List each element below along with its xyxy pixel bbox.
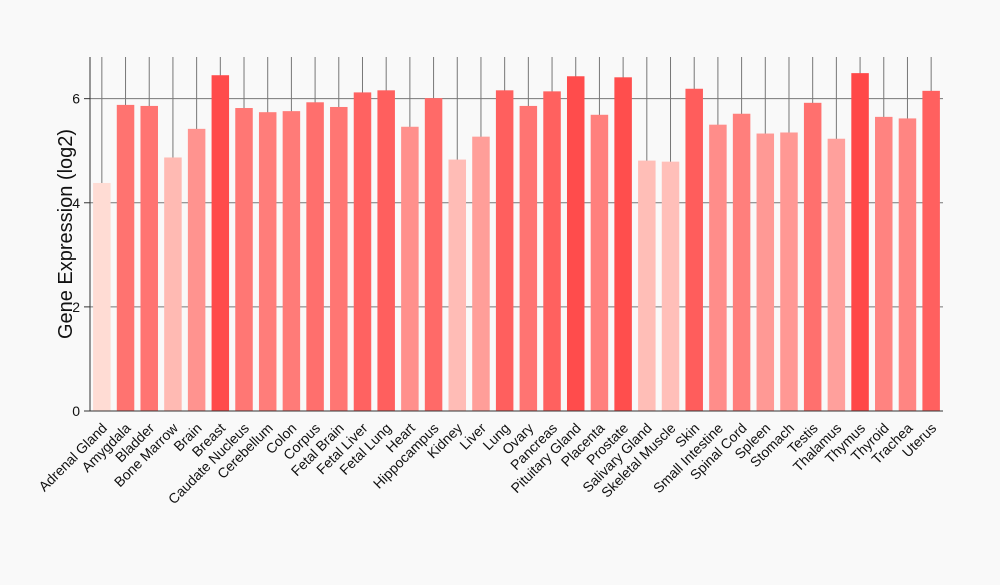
- bar: [614, 77, 632, 411]
- bar: [187, 128, 206, 411]
- bar: [638, 160, 656, 411]
- y-tick-label: 0: [72, 403, 80, 419]
- bar-layer: [93, 73, 940, 412]
- bar: [377, 90, 395, 411]
- y-tick-label: 4: [72, 195, 80, 211]
- bar: [543, 91, 561, 411]
- bar: [803, 102, 822, 411]
- bar: [732, 113, 751, 412]
- bar: [661, 161, 680, 411]
- axis-layer: [89, 57, 943, 412]
- bar: [780, 132, 798, 411]
- bar: [827, 138, 846, 411]
- bar: [424, 98, 443, 412]
- y-tick-label: 2: [72, 299, 80, 315]
- bar: [898, 118, 917, 411]
- bar: [495, 90, 514, 411]
- bar: [282, 111, 301, 411]
- bar: [258, 112, 277, 412]
- bar: [685, 88, 703, 411]
- bar: [851, 73, 869, 411]
- bar: [472, 136, 490, 411]
- bar: [164, 157, 182, 411]
- bar: [519, 105, 538, 411]
- bar: [330, 106, 348, 411]
- y-axis-title: Gene Expression (log2): [55, 129, 77, 339]
- bar: [353, 92, 372, 412]
- bar: [922, 90, 940, 412]
- bar: [875, 116, 893, 411]
- bar: [306, 102, 324, 412]
- bar: [566, 76, 585, 411]
- y-tick-layer: 0 2 4 6: [72, 91, 90, 419]
- bar: [235, 108, 253, 412]
- bar: [211, 75, 230, 412]
- bar: [116, 104, 135, 412]
- bar: [709, 124, 727, 412]
- bar: [401, 126, 419, 412]
- bar: [93, 182, 111, 411]
- bar: [448, 159, 467, 411]
- bar: [590, 114, 609, 412]
- bar: [140, 105, 158, 411]
- bar: [756, 133, 775, 411]
- y-tick-label: 6: [72, 91, 80, 107]
